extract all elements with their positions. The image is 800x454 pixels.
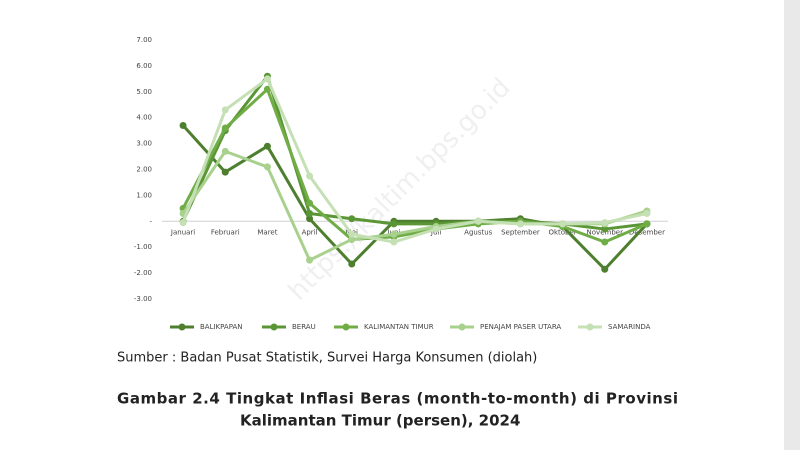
y-tick-label: -2.00 (134, 269, 152, 277)
x-tick-label: Januari (170, 228, 195, 236)
point (348, 215, 356, 223)
point (390, 238, 398, 246)
y-tick-label: - (149, 217, 152, 225)
legend-label: SAMARINDA (608, 323, 651, 331)
side-strip (784, 0, 800, 450)
x-tick-label: Agustus (464, 228, 492, 236)
point (179, 121, 187, 129)
point (263, 85, 271, 93)
point (306, 199, 314, 207)
y-tick-label: -3.00 (134, 295, 152, 303)
point (263, 142, 271, 150)
point (348, 230, 356, 238)
point (601, 219, 609, 227)
legend-marker (458, 323, 466, 331)
legend-label: BERAU (292, 323, 316, 331)
caption-line: Gambar 2.4 Tingkat Inflasi Beras (month-… (117, 390, 678, 408)
legend-label: PENAJAM PASER UTARA (480, 323, 561, 331)
point (601, 225, 609, 233)
point (601, 238, 609, 246)
point (643, 210, 651, 218)
legend-marker (342, 323, 350, 331)
y-tick-label: 2.00 (136, 166, 152, 174)
point (474, 217, 482, 225)
point (601, 265, 609, 273)
y-tick-label: 3.00 (136, 140, 152, 148)
x-tick-label: Desember (629, 228, 665, 236)
point (306, 215, 314, 223)
y-tick-label: -1.00 (134, 243, 152, 251)
y-tick-label: 6.00 (136, 62, 152, 70)
point (516, 220, 524, 228)
x-tick-label: April (302, 228, 318, 236)
legend-label: BALIKPAPAN (200, 323, 243, 331)
point (221, 168, 229, 176)
point (221, 106, 229, 114)
series-line (181, 77, 648, 244)
x-tick-label: Februari (211, 228, 240, 236)
point (221, 147, 229, 155)
point (432, 225, 440, 233)
point (559, 220, 567, 228)
x-tick-label: Oktober (548, 228, 576, 236)
source: Sumber : Badan Pusat Statistik, Survei H… (117, 351, 537, 366)
point (643, 220, 651, 228)
x-tick-label: September (501, 228, 540, 236)
y-tick-label: 7.00 (136, 36, 152, 44)
legend-marker (270, 323, 278, 331)
point (263, 75, 271, 83)
series-line (181, 124, 649, 271)
point (179, 219, 187, 227)
point (390, 230, 398, 238)
point (263, 163, 271, 171)
point (390, 220, 398, 228)
point (306, 172, 314, 180)
legend-marker (586, 323, 594, 331)
point (348, 235, 356, 243)
series-line (181, 87, 648, 244)
legend-marker (178, 323, 186, 331)
point (221, 124, 229, 132)
point (306, 210, 314, 218)
x-tick-label: Maret (257, 228, 277, 236)
y-tick-label: 1.00 (136, 191, 152, 199)
legend-label: KALIMANTAN TIMUR (364, 323, 434, 331)
caption-line: Kalimantan Timur (persen), 2024 (240, 412, 520, 430)
y-tick-label: 5.00 (136, 88, 152, 96)
y-tick-label: 4.00 (136, 114, 152, 122)
point (348, 260, 356, 268)
point (306, 256, 314, 264)
